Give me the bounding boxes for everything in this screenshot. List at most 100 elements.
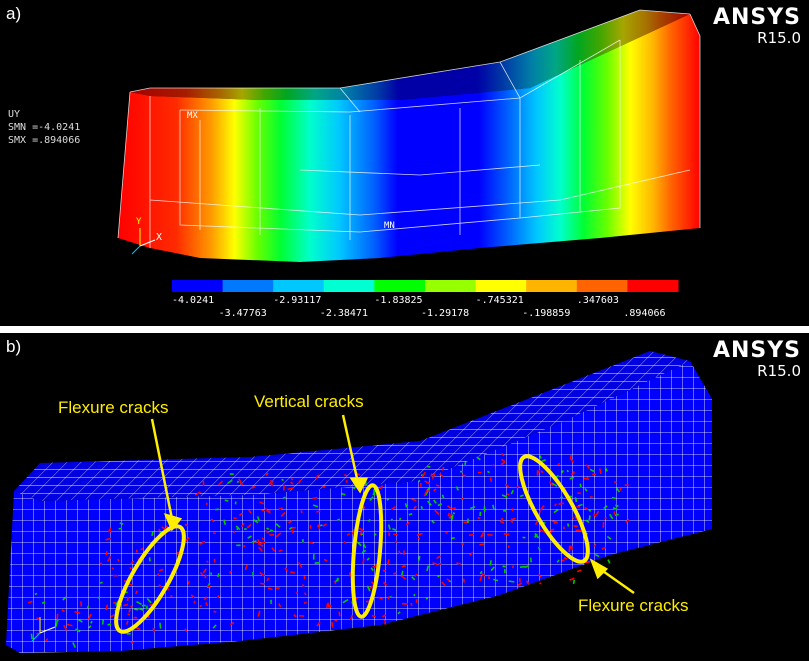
crack-mark: [392, 572, 397, 575]
crack-mark: [116, 558, 120, 562]
legend-swatch: [627, 280, 679, 292]
crack-mark: [184, 628, 188, 633]
crack-mark: [351, 529, 356, 535]
crack-mark: [492, 504, 495, 511]
crack-mark: [435, 484, 440, 487]
crack-mark: [74, 610, 81, 614]
crack-mark: [441, 581, 446, 587]
crack-mark: [451, 506, 456, 510]
crack-mark: [501, 452, 505, 457]
legend-label-bottom: -2.38471: [320, 308, 368, 319]
crack-mark: [577, 503, 583, 507]
crack-mark: [224, 499, 229, 502]
crack-mark: [146, 597, 152, 604]
crack-mark: [63, 624, 68, 631]
crack-mark: [534, 519, 539, 526]
crack-mark: [404, 503, 408, 508]
crack-mark: [190, 594, 195, 598]
crack-markers: [27, 452, 630, 649]
crack-mark: [36, 617, 41, 620]
crack-mark: [410, 498, 417, 502]
crack-mark: [129, 566, 132, 570]
crack-mark: [266, 577, 270, 582]
legend-label-top: -2.93117: [273, 295, 321, 306]
crack-mark: [218, 480, 224, 486]
legend-label-top: -4.0241: [172, 295, 214, 306]
highlight-flexure-left: [114, 524, 186, 634]
crack-mark: [500, 461, 506, 466]
crack-mark: [152, 627, 156, 633]
crack-mark: [576, 505, 581, 508]
crack-mark: [158, 568, 164, 572]
crack-mark: [215, 508, 219, 511]
crack-mark: [360, 528, 364, 531]
crack-mark: [72, 642, 77, 649]
crack-mark: [199, 540, 206, 545]
crack-mark: [593, 543, 597, 547]
crack-mark: [278, 549, 283, 552]
crack-mark: [264, 507, 270, 513]
crack-mark: [247, 535, 252, 539]
crack-mark: [570, 472, 575, 476]
crack-mark: [338, 611, 341, 617]
crack-mark: [309, 541, 315, 545]
crack-mark: [184, 536, 190, 542]
crack-mark: [464, 461, 467, 465]
crack-mark: [30, 633, 33, 640]
crack-mark: [382, 614, 386, 618]
ansys-brand-a: ANSYS: [712, 5, 801, 30]
crack-mark: [199, 604, 203, 607]
crack-mark: [519, 494, 524, 498]
crack-mark: [382, 581, 388, 587]
legend-swatch: [374, 280, 426, 292]
crack-mark: [78, 619, 83, 623]
crack-mark: [499, 520, 505, 524]
crack-mark: [331, 621, 334, 628]
crack-mark: [140, 547, 144, 551]
ansys-logo-b: ANSYS R15.0: [713, 339, 801, 380]
crack-mark: [290, 529, 294, 534]
beam-wireframe: [117, 9, 701, 248]
crack-mark: [126, 596, 129, 601]
crack-mark: [323, 558, 328, 562]
crack-mark: [90, 620, 93, 624]
crack-mark: [554, 503, 557, 507]
legend-swatch: [576, 280, 628, 292]
crack-mark: [251, 540, 257, 543]
crack-mark: [519, 565, 526, 569]
beam-front-face: [118, 14, 700, 262]
crack-mark: [257, 610, 261, 617]
crack-mark: [193, 600, 196, 604]
crack-mark: [511, 565, 515, 569]
crack-mark: [250, 485, 256, 489]
crack-mark: [133, 608, 139, 611]
crack-mark: [534, 533, 538, 538]
crack-mark: [148, 557, 151, 562]
crack-mark: [390, 518, 394, 522]
crack-mark: [431, 520, 435, 524]
crack-mark: [334, 619, 338, 622]
crack-mark: [386, 498, 390, 501]
crack-mark: [468, 533, 475, 537]
crack-mark: [510, 519, 514, 524]
crack-mark: [439, 473, 444, 478]
crack-mark: [529, 557, 533, 563]
crack-mark: [611, 496, 617, 500]
crack-mark: [451, 514, 454, 520]
crack-mark: [553, 521, 557, 525]
smx-value: SMX =.894066: [8, 135, 81, 146]
crack-mark: [613, 481, 617, 484]
crack-mark: [436, 555, 441, 560]
crack-mark: [539, 582, 542, 585]
crack-mark: [269, 479, 274, 484]
crack-mark: [361, 549, 367, 554]
crack-mark: [256, 516, 261, 522]
legend-label-bottom: -.198859: [522, 308, 570, 319]
crack-mark: [537, 546, 541, 551]
crack-mark: [619, 486, 623, 491]
crack-mark: [566, 469, 570, 473]
crack-mark: [539, 455, 542, 459]
legend-swatch: [172, 280, 224, 292]
crack-mark: [356, 472, 361, 476]
smn-value: SMN =-4.0241: [8, 122, 81, 133]
